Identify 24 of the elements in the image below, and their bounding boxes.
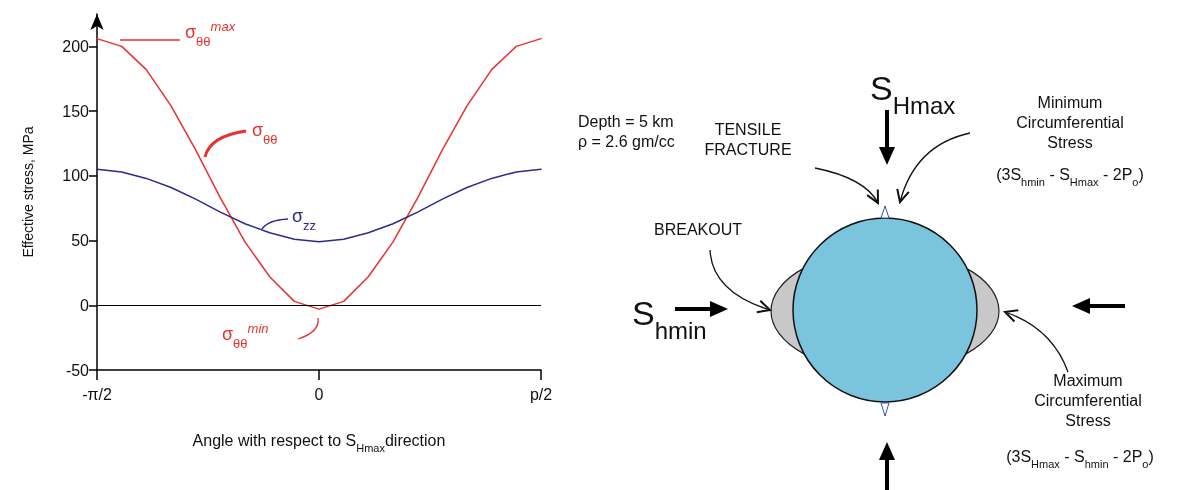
y-tick-label: 50 bbox=[71, 232, 90, 250]
text: Depth = 5 km bbox=[578, 113, 674, 130]
y-tick-label: 0 bbox=[80, 296, 90, 314]
text: S$_{hmin}$ bbox=[632, 294, 707, 344]
text: ρ = 2.6 gm/cc bbox=[578, 133, 675, 150]
annotation: σ$_{zz}$ bbox=[292, 206, 317, 233]
x-axis-title: Angle with respect to S$_{Hmax}$direction bbox=[192, 432, 446, 454]
text: BREAKOUT bbox=[653, 221, 743, 238]
x-tick-label: p/2 bbox=[529, 385, 553, 403]
text: S$_{Hmax}$ bbox=[870, 69, 956, 119]
y-tick-label: -50 bbox=[65, 361, 90, 379]
y-tick-label: 200 bbox=[62, 37, 90, 55]
text: (3S$_{Hmax}$ - S$_{hmin}$ - 2P$_{o}$) bbox=[1006, 448, 1154, 470]
y-tick-label: 100 bbox=[62, 167, 90, 185]
y-axis-title: Effective stress, MPa bbox=[20, 126, 36, 258]
annotation: σ$_{θθ}$ bbox=[252, 120, 278, 147]
text: Maximum Circumferential Stress bbox=[1034, 372, 1142, 429]
text: (3S$_{hmin}$ - S$_{Hmax}$ - 2P$_{o}$) bbox=[996, 166, 1144, 188]
x-tick-label: -π/2 bbox=[82, 385, 112, 403]
line-series bbox=[96, 168, 542, 243]
text: Minimum Circumferential Stress bbox=[1016, 94, 1124, 151]
text: TENSILE FRACTURE bbox=[704, 121, 792, 158]
y-tick-label: 150 bbox=[62, 102, 90, 120]
x-tick-label: 0 bbox=[314, 385, 324, 403]
